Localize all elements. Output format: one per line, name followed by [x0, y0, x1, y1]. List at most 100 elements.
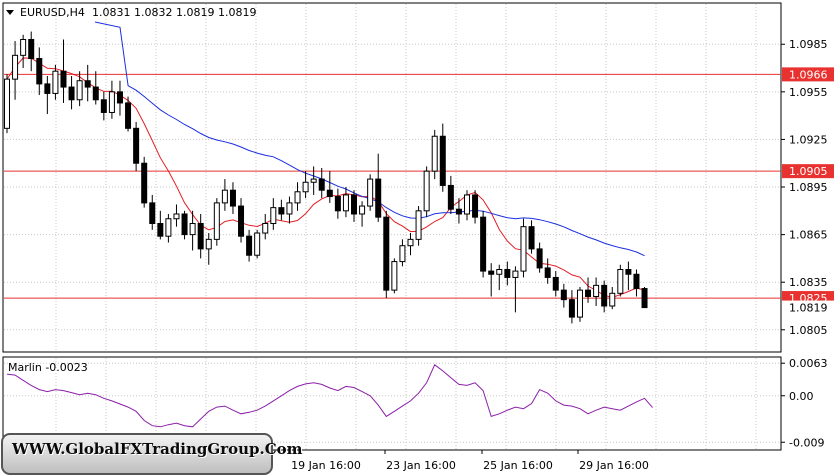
- candle-body[interactable]: [173, 213, 180, 220]
- candle-body[interactable]: [455, 208, 462, 215]
- candle-body[interactable]: [294, 191, 301, 204]
- candle-body[interactable]: [560, 289, 567, 301]
- price-tick-label: 1.0895: [789, 181, 828, 194]
- candle-body[interactable]: [431, 135, 438, 172]
- candle-body[interactable]: [100, 99, 107, 113]
- candle-body[interactable]: [326, 189, 333, 198]
- candle-body[interactable]: [125, 102, 132, 129]
- candle-body[interactable]: [20, 38, 27, 56]
- candle-body[interactable]: [528, 226, 535, 250]
- candle-body[interactable]: [496, 269, 503, 275]
- price-tick-label: 1.0865: [789, 229, 828, 242]
- symbol-label: EURUSD,H4: [20, 6, 85, 19]
- candle-body[interactable]: [544, 267, 551, 278]
- candle-body[interactable]: [262, 223, 269, 234]
- level-price-tag: [782, 67, 834, 82]
- level-price-label: 1.0905: [789, 165, 828, 178]
- candle-body[interactable]: [601, 284, 608, 307]
- candle-body[interactable]: [270, 207, 277, 225]
- candle-body[interactable]: [4, 78, 10, 129]
- candle-body[interactable]: [407, 238, 414, 247]
- candle-body[interactable]: [568, 299, 575, 318]
- candle-body[interactable]: [504, 269, 511, 278]
- candle-body[interactable]: [141, 162, 148, 204]
- candle-body[interactable]: [439, 135, 446, 186]
- candle-body[interactable]: [44, 83, 51, 94]
- candle-body[interactable]: [383, 216, 390, 291]
- candle-body[interactable]: [310, 178, 317, 183]
- candle-body[interactable]: [12, 54, 19, 80]
- candle-body[interactable]: [229, 189, 236, 207]
- candle-body[interactable]: [351, 194, 358, 215]
- candle-body[interactable]: [278, 207, 285, 215]
- marlin-line: [6, 364, 653, 428]
- candle-body[interactable]: [536, 248, 543, 269]
- candle-body[interactable]: [189, 223, 196, 236]
- candle-body[interactable]: [197, 223, 204, 250]
- candle-body[interactable]: [52, 70, 59, 94]
- candle-body[interactable]: [60, 70, 67, 88]
- candle-body[interactable]: [593, 284, 600, 297]
- candle-body[interactable]: [480, 216, 487, 272]
- candle-body[interactable]: [472, 194, 479, 218]
- candle-body[interactable]: [221, 189, 228, 204]
- candle-body[interactable]: [576, 289, 583, 318]
- candle-body[interactable]: [76, 80, 83, 101]
- candle-body[interactable]: [447, 184, 454, 210]
- candle-body[interactable]: [28, 38, 35, 60]
- candle-body[interactable]: [609, 292, 616, 307]
- candle-body[interactable]: [625, 269, 632, 275]
- candle-body[interactable]: [367, 178, 374, 207]
- candle-body[interactable]: [375, 178, 382, 218]
- candle-body[interactable]: [133, 127, 140, 164]
- candle-body[interactable]: [286, 202, 293, 215]
- level-price-tag: [782, 164, 834, 179]
- price-panel: [2, 2, 782, 353]
- candle-body[interactable]: [108, 91, 115, 113]
- level-price-label: 1.0966: [789, 68, 828, 81]
- candle-body[interactable]: [359, 205, 366, 215]
- candle-body[interactable]: [399, 245, 406, 263]
- candle-body[interactable]: [84, 80, 91, 88]
- candle-body[interactable]: [149, 202, 156, 225]
- dropdown-arrow-icon[interactable]: [6, 10, 14, 15]
- candle-body[interactable]: [68, 86, 75, 101]
- candle-body[interactable]: [92, 86, 99, 101]
- last-price-label: 1.0819: [789, 302, 828, 315]
- candle-body[interactable]: [415, 210, 422, 240]
- candle-body[interactable]: [585, 289, 592, 297]
- candle-body[interactable]: [302, 181, 309, 193]
- candle-body[interactable]: [254, 232, 261, 256]
- candle-body[interactable]: [617, 269, 624, 294]
- last-price-tag: [782, 300, 834, 315]
- candle-body[interactable]: [157, 223, 164, 237]
- candle-body[interactable]: [641, 288, 648, 309]
- candle-body[interactable]: [633, 273, 640, 290]
- candle-body[interactable]: [318, 178, 325, 191]
- time-label: 23 Jan 16:00: [386, 459, 456, 472]
- candle-body[interactable]: [552, 276, 559, 291]
- candle-body[interactable]: [391, 261, 398, 291]
- candle-body[interactable]: [342, 194, 349, 212]
- candle-body[interactable]: [520, 226, 527, 272]
- candle-body[interactable]: [213, 202, 220, 240]
- candle-body[interactable]: [463, 194, 470, 215]
- candle-body[interactable]: [512, 270, 519, 278]
- candle-body[interactable]: [181, 213, 188, 236]
- candle-body[interactable]: [423, 170, 430, 212]
- candle-body[interactable]: [116, 91, 123, 104]
- candle-body[interactable]: [165, 218, 172, 237]
- time-label: 29 Jan 16:00: [579, 459, 649, 472]
- candle-body[interactable]: [36, 58, 43, 85]
- price-tick-label: 1.0925: [789, 133, 828, 146]
- watermark-background: [1, 433, 273, 475]
- time-label: 19 Jan 16:00: [291, 459, 361, 472]
- price-tick-label: 1.0835: [789, 276, 828, 289]
- candle-body[interactable]: [488, 270, 495, 275]
- candle-body[interactable]: [246, 235, 253, 256]
- candle-body[interactable]: [238, 205, 245, 237]
- candle-body[interactable]: [334, 196, 341, 212]
- candle-body[interactable]: [205, 238, 212, 250]
